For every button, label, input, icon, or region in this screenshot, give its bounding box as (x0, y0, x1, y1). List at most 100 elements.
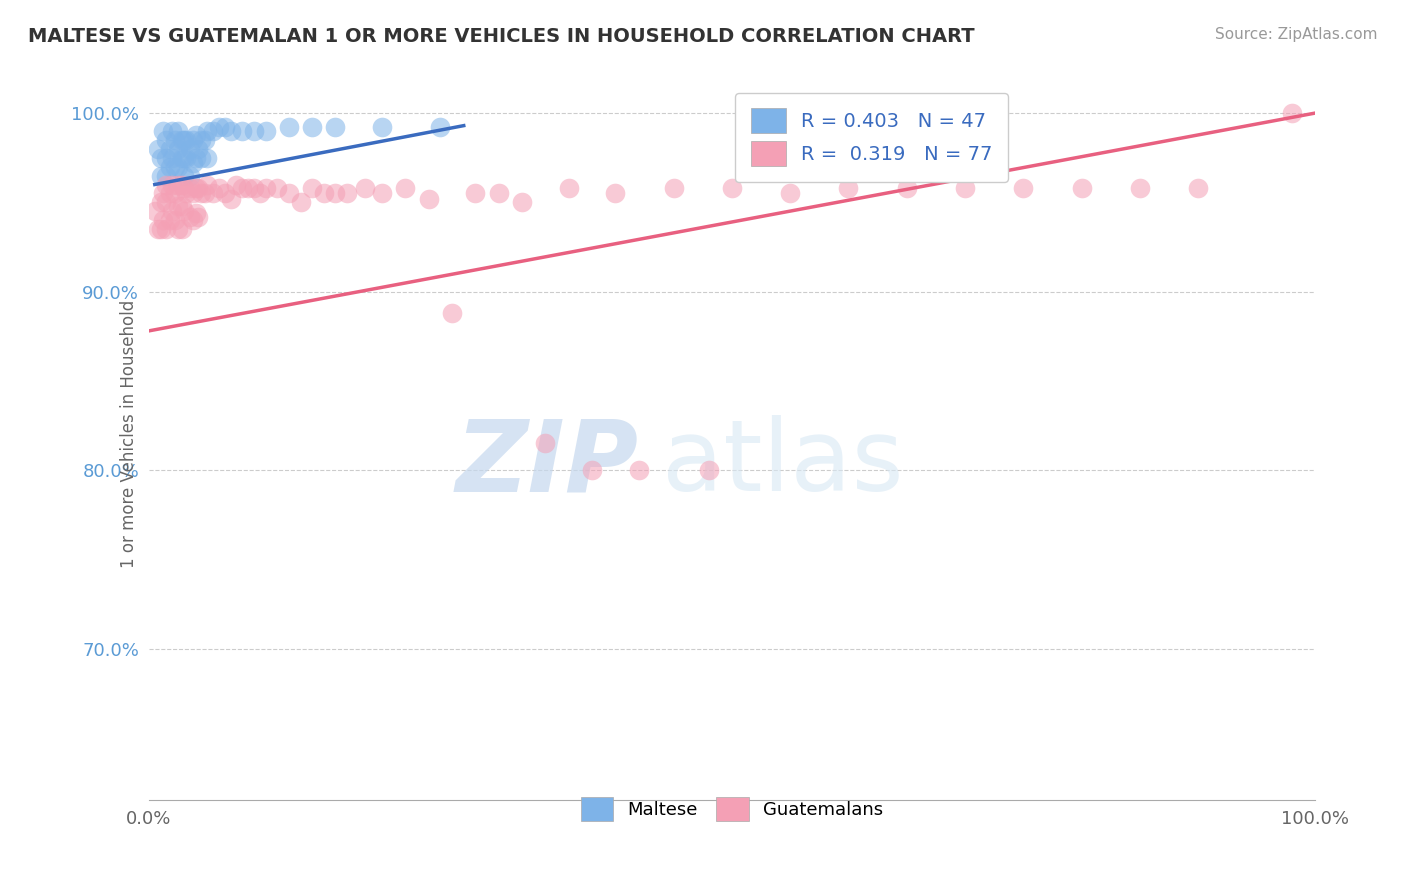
Point (163, 186, 186, 201)
Point (184, 128, 207, 142)
Point (170, 222, 193, 236)
Point (194, 186, 217, 201)
Point (162, 124, 184, 138)
Point (167, 222, 190, 236)
Point (170, 178, 193, 192)
Point (167, 124, 190, 138)
Point (627, 463, 650, 477)
Point (170, 199, 193, 213)
Point (195, 151, 218, 165)
Point (167, 142, 190, 156)
Point (162, 204, 184, 219)
Text: MALTESE VS GUATEMALAN 1 OR MORE VEHICLES IN HOUSEHOLD CORRELATION CHART: MALTESE VS GUATEMALAN 1 OR MORE VEHICLES… (28, 27, 974, 45)
Point (336, 186, 359, 201)
Point (202, 124, 225, 138)
Point (155, 222, 177, 236)
Point (179, 210, 201, 224)
Point (162, 178, 184, 192)
Point (173, 151, 195, 165)
Point (243, 124, 266, 138)
Point (190, 151, 212, 165)
Point (325, 120, 347, 135)
Point (184, 206, 207, 220)
Point (1129, 181, 1152, 195)
Text: Source: ZipAtlas.com: Source: ZipAtlas.com (1215, 27, 1378, 42)
Point (254, 124, 277, 138)
Point (488, 186, 510, 201)
Point (155, 178, 177, 192)
Point (225, 178, 247, 192)
Point (464, 186, 486, 201)
Point (581, 463, 603, 477)
Point (325, 186, 347, 201)
Point (214, 120, 236, 135)
Point (236, 181, 259, 195)
Point (394, 181, 416, 195)
Point (174, 133, 197, 147)
Point (187, 142, 209, 156)
Point (721, 181, 744, 195)
Y-axis label: 1 or more Vehicles in Household: 1 or more Vehicles in Household (120, 301, 138, 568)
Point (170, 133, 193, 147)
Point (167, 178, 190, 192)
Point (1187, 181, 1209, 195)
Point (254, 181, 277, 195)
Point (231, 124, 253, 138)
Text: atlas: atlas (662, 415, 904, 512)
Point (167, 199, 190, 213)
Point (181, 186, 204, 201)
Point (184, 151, 207, 165)
Point (290, 195, 312, 210)
Point (266, 181, 288, 195)
Point (173, 133, 195, 147)
Point (418, 192, 440, 206)
Point (312, 186, 335, 201)
Point (301, 120, 323, 135)
Point (371, 186, 394, 201)
Point (557, 181, 579, 195)
Point (510, 195, 533, 210)
Point (1070, 181, 1092, 195)
Point (149, 195, 172, 210)
Point (143, 204, 166, 219)
Point (173, 181, 195, 195)
Point (163, 160, 186, 174)
Point (184, 181, 207, 195)
Point (155, 151, 177, 165)
Point (779, 186, 801, 201)
Point (277, 186, 299, 201)
Point (155, 169, 177, 183)
Point (181, 133, 204, 147)
Point (371, 120, 394, 135)
Point (173, 204, 195, 219)
Point (190, 186, 212, 201)
Point (179, 181, 201, 195)
Point (441, 306, 464, 320)
Point (353, 181, 375, 195)
Point (202, 186, 225, 201)
Point (159, 213, 181, 227)
Point (219, 124, 242, 138)
Point (152, 213, 174, 227)
Point (152, 124, 174, 138)
Point (896, 181, 918, 195)
Point (662, 181, 685, 195)
Point (163, 213, 186, 227)
Point (534, 436, 557, 450)
Point (214, 186, 236, 201)
Point (152, 186, 174, 201)
Point (231, 181, 253, 195)
Point (155, 133, 177, 147)
Point (179, 169, 201, 183)
Point (429, 120, 451, 135)
Point (187, 181, 209, 195)
Point (605, 186, 627, 201)
Point (159, 186, 181, 201)
Point (194, 133, 217, 147)
Point (149, 222, 172, 236)
Point (148, 222, 170, 236)
Point (837, 181, 859, 195)
Point (187, 210, 209, 224)
Point (208, 120, 231, 135)
Point (174, 186, 197, 201)
